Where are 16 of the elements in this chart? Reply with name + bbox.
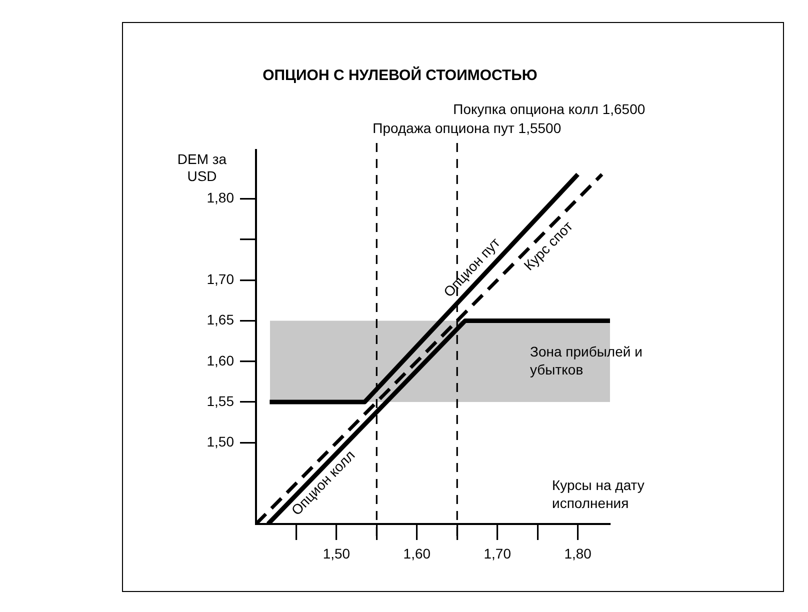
y-axis-title: DEM за USD (177, 150, 227, 184)
x-tick-label: 1,80 (564, 545, 592, 562)
x-tick-label: 1,70 (484, 545, 512, 562)
ref-line-label: Покупка опциона колл 1,6500 (453, 100, 646, 117)
ref-line-label: Продажа опциона пут 1,5500 (372, 120, 562, 136)
y-tick-label: 1,60 (206, 352, 234, 368)
x-tick-label: 1,60 (403, 545, 431, 562)
band-label: Зона прибылей и убытков (530, 343, 642, 378)
y-tick-label: 1,70 (206, 270, 234, 287)
y-tick-label: 1,50 (206, 434, 234, 450)
x-tick-label: 1,50 (322, 545, 350, 562)
y-tick-label: 1,80 (206, 190, 234, 206)
y-tick-label: 1,55 (206, 392, 234, 409)
x-axis-title: Курсы на дату исполнения (552, 476, 644, 511)
y-tick-label: 1,65 (206, 312, 234, 328)
chart-title: ОПЦИОН С НУЛЕВОЙ СТОИМОСТЬЮ (262, 66, 538, 84)
